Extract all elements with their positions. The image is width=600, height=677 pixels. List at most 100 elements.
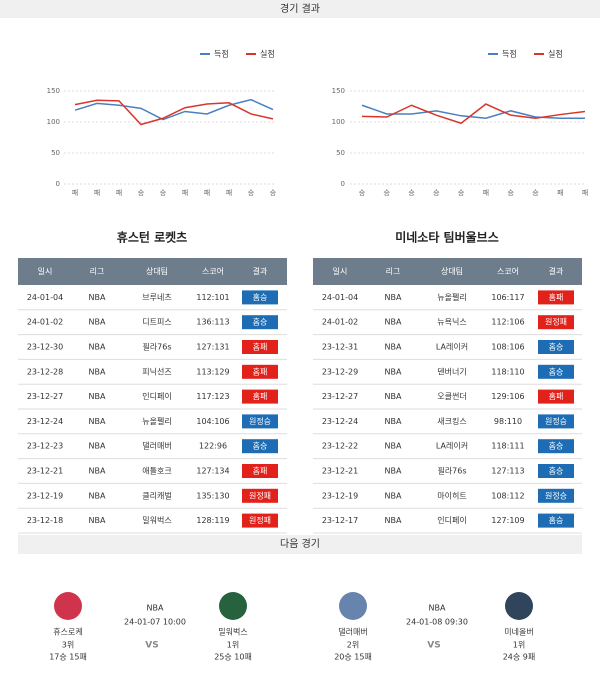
line [74,98,274,121]
cell: 23-12-18 [27,516,63,525]
cell: 필라76s [142,342,171,352]
cell: 127:131 [196,343,229,352]
cell: 127:134 [196,467,229,476]
cell: 23-12-21 [27,467,63,476]
cell: NBA [385,293,402,302]
legend-label: 득점 [502,49,517,59]
column-header: 일시 [38,267,53,276]
cell: 23-12-30 [27,343,63,352]
x-tick-label: 승 [507,189,514,197]
team-name: 미네소타 팀버울브스 [395,230,499,245]
team-name: 휴스로케 [53,628,82,637]
datetime: 24-01-08 09:30 [406,618,468,627]
result-badge [242,414,278,429]
cell: 24-01-04 [27,293,63,302]
result-badge [538,513,574,528]
cell: 디트피스 [142,318,171,327]
cell: 23-12-19 [322,491,358,500]
result-badge [242,389,278,404]
cell: 104:106 [196,417,229,426]
legend-label: 실점 [548,49,563,59]
result-badge [242,488,278,503]
team-record: 25승 10패 [214,652,252,662]
team-logo [54,592,82,620]
result: 홈패 [253,342,268,352]
y-tick-label: 100 [47,118,60,126]
cell: 128:119 [196,516,229,525]
line [361,104,585,120]
result: 원정패 [545,317,567,327]
table-header [313,258,582,285]
result-badge [538,488,574,503]
x-tick-label: 승 [458,189,465,197]
team-record: 20승 15패 [334,652,372,662]
cell: 23-12-27 [27,392,63,401]
cell: LA레이커 [436,441,468,451]
cell: 23-12-17 [322,516,358,525]
cell: 117:123 [196,392,229,401]
result-badge [538,315,574,330]
x-tick-label: 승 [532,189,539,197]
cell: 피닉선즈 [142,367,171,376]
cell: 112:106 [491,318,524,327]
x-tick-label: 승 [433,189,440,197]
cell: 108:106 [491,343,524,352]
result-badge [538,364,574,379]
result: 홈승 [549,515,564,525]
cell: 브루네츠 [142,293,171,302]
cell: NBA [385,491,402,500]
cell: 인디페이 [437,515,466,525]
team-name: 밀워벅스 [218,627,247,637]
cell: NBA [385,442,402,451]
cell: NBA [89,467,106,476]
column-header: 결과 [549,266,564,276]
column-header: 결과 [253,266,268,276]
x-tick-label: 패 [557,188,563,197]
team-name: 댈러매버 [338,627,367,637]
cell: 23-12-23 [27,442,63,451]
column-header: 리그 [90,267,105,276]
result-badge [242,315,278,330]
cell: 23-12-21 [322,467,358,476]
cell: NBA [385,367,402,376]
cell: 108:112 [491,491,524,500]
x-tick-label: 승 [359,189,366,197]
header-bar [0,0,600,18]
result-badge [538,389,574,404]
cell: 인디페이 [142,391,171,401]
team-logo [505,592,533,620]
cell: 112:101 [196,293,229,302]
result: 홈승 [549,342,564,352]
line [361,103,586,125]
result: 원정승 [249,416,271,426]
cell: 24-01-04 [322,293,358,302]
league: NBA [429,604,446,613]
result: 홈승 [549,441,564,451]
cell: NBA [385,318,402,327]
cell: 23-12-24 [322,417,358,426]
team-rank: 2위 [347,641,359,650]
line [74,99,274,126]
y-tick-label: 0 [341,180,345,188]
column-header: 상대팀 [441,266,463,276]
team-record: 24승 9패 [503,652,536,662]
cell: 98:110 [494,417,522,426]
column-header: 일시 [333,267,348,276]
y-tick-label: 150 [332,87,345,95]
next-title: 다음 경기 [280,537,320,550]
cell: NBA [89,442,106,451]
cell: 23-12-19 [27,491,63,500]
cell: 23-12-28 [27,367,63,376]
cell: 필라76s [437,466,466,476]
team-rank: 1위 [227,641,239,650]
x-tick-label: 승 [160,189,167,197]
result-badge [242,464,278,478]
x-tick-label: 패 [483,188,489,197]
legend-label: 득점 [214,49,229,59]
result-badge [538,464,574,478]
cell: 136:113 [196,318,229,327]
header-title: 경기 결과 [280,2,320,15]
cell: 24-01-02 [322,318,358,327]
cell: 106:117 [491,293,524,302]
result: 원정패 [249,515,271,525]
